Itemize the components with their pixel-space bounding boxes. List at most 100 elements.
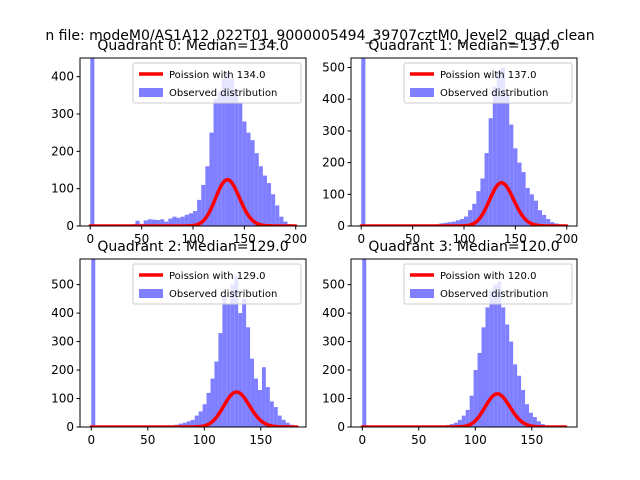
quadrant-2-legend-observed-label: Observed distribution — [169, 289, 277, 300]
quadrant-3-ytick-label-5: 500 — [322, 278, 345, 292]
quadrant-1-bar-24 — [517, 162, 522, 226]
quadrant-0-bar-12 — [172, 216, 177, 226]
quadrant-0-plot-area — [88, 58, 298, 226]
quadrant-0-bar-30 — [246, 132, 251, 226]
quadrant-0-bar-34 — [262, 175, 267, 226]
quadrant-3-xtick-label-2: 100 — [464, 433, 487, 447]
quadrant-2-bar-8 — [186, 421, 191, 427]
quadrant-3-bar-8 — [457, 419, 462, 427]
quadrant-1-xtick-label-2: 100 — [453, 232, 476, 246]
quadrant-1-bar-23 — [513, 148, 518, 226]
quadrant-3-bar-20 — [505, 324, 510, 427]
quadrant-0-ytick-label-4: 400 — [51, 70, 74, 84]
quadrant-3-bar-15 — [485, 307, 490, 427]
quadrant-3-bar-13 — [477, 352, 482, 427]
quadrant-1-bar-19 — [496, 70, 501, 226]
quadrant-3-bar-28 — [536, 421, 541, 427]
quadrant-3-bar-23 — [517, 375, 522, 427]
quadrant-1-ytick-label-1: 100 — [322, 187, 345, 201]
quadrant-2-ytick-label-3: 300 — [51, 335, 74, 349]
quadrant-2-bar-20 — [234, 276, 239, 427]
quadrant-2-xtick-label-1: 50 — [140, 433, 155, 447]
quadrant-2-bar-9 — [190, 419, 195, 427]
quadrant-1-xtick-label-4: 200 — [555, 232, 578, 246]
quadrant-1-bar-20 — [500, 67, 506, 226]
quadrant-2-bar-21 — [238, 313, 243, 427]
quadrant-3-ytick-label-4: 400 — [322, 306, 345, 320]
quadrant-0-bar-13 — [176, 217, 181, 226]
quadrant-2-axes-frame — [79, 258, 307, 428]
quadrant-1-bar-18 — [492, 86, 497, 226]
quadrant-2-bar-23 — [246, 327, 251, 427]
quadrant-2-bar-18 — [226, 304, 231, 427]
quadrant-1-bar-17 — [488, 118, 493, 226]
quadrant-2-panel: 0 50 100 150 0 100 200 300 400 500 Quadrant 2: Med… — [51, 239, 307, 447]
quadrant-1-xtick-label-1: 50 — [405, 232, 420, 246]
quadrant-2-legend-box — [132, 263, 302, 305]
quadrant-1-bar-0 — [361, 58, 366, 226]
quadrant-2-bar-24 — [250, 358, 255, 427]
quadrant-0-bar-32 — [254, 153, 259, 226]
quadrant-3-bar-11 — [469, 395, 474, 427]
quadrant-1-ytick-label-5: 500 — [322, 61, 345, 75]
quadrant-3-bar-12 — [473, 370, 478, 427]
quadrant-1-bar-30 — [542, 214, 547, 226]
quadrant-3-bar-7 — [453, 422, 458, 427]
quadrant-3-bar-26 — [528, 412, 533, 427]
quadrant-1-legend-poisson-label: Poission with 137.0 — [440, 70, 536, 81]
quadrant-0-legend-box — [132, 62, 302, 104]
quadrant-3-bar-14 — [481, 327, 486, 427]
quadrant-2-bar-28 — [265, 387, 270, 427]
quadrant-3-bar-22 — [513, 364, 518, 427]
quadrant-0-legend-observed-label: Observed distribution — [169, 88, 277, 99]
quadrant-1-bar-21 — [505, 92, 510, 226]
quadrant-3-bar-19 — [501, 307, 506, 427]
quadrant-1-bar-15 — [480, 178, 485, 226]
quadrant-0-xtick-label-1: 50 — [134, 232, 149, 246]
quadrant-0-bar-24 — [221, 78, 226, 226]
quadrant-0-bar-21 — [209, 132, 214, 226]
quadrant-2-bar-10 — [194, 415, 199, 427]
quadrant-3-legend-observed-label: Observed distribution — [440, 289, 548, 300]
quadrant-3-legend-box — [403, 263, 573, 305]
quadrant-1-bar-14 — [476, 191, 481, 226]
quadrant-0-xtick-label-3: 150 — [233, 232, 256, 246]
quadrant-0-legend: Poission with 134.0 Observed distribution — [132, 62, 302, 104]
quadrant-0-bar-38 — [279, 216, 284, 226]
quadrant-0-bar-28 — [238, 102, 243, 226]
quadrant-1-bar-7 — [447, 222, 452, 226]
figure-suptitle: n file: modeM0/AS1A12_022T01_9000005494_… — [45, 28, 594, 44]
quadrant-1-bar-31 — [546, 219, 551, 226]
quadrant-2-xtick-label-2: 100 — [193, 433, 216, 447]
quadrant-0-bar-0 — [90, 58, 95, 226]
quadrant-3-bar-0 — [362, 259, 367, 427]
quadrant-2-bar-11 — [198, 411, 203, 427]
quadrant-1-ytick-label-4: 400 — [322, 92, 345, 106]
quadrant-1-legend-observed-swatch — [410, 88, 434, 97]
quadrant-0-bar-25 — [225, 72, 230, 226]
quadrant-3-bar-27 — [532, 417, 537, 427]
quadrant-3-bar-21 — [509, 341, 514, 427]
quadrant-2-ytick-label-5: 500 — [51, 278, 74, 292]
quadrant-0-bar-35 — [266, 183, 272, 226]
quadrant-0-bar-18 — [197, 199, 202, 226]
quadrant-3-xtick-label-0: 0 — [358, 433, 366, 447]
quadrant-0-bar-15 — [184, 214, 189, 226]
quadrant-1-bar-28 — [533, 200, 538, 226]
quadrant-3-bar-24 — [521, 389, 526, 427]
quadrant-2-bar-17 — [222, 296, 227, 427]
quadrant-0-bar-37 — [275, 205, 280, 226]
quadrant-1-legend-observed-label: Observed distribution — [440, 88, 548, 99]
quadrant-2-ytick-label-0: 0 — [66, 420, 74, 434]
quadrant-3-xtick-label-1: 50 — [411, 433, 426, 447]
quadrant-3-plot-area — [360, 259, 568, 427]
quadrant-0-panel: 0 50 100 150 200 0 100 200 300 400 Quadrant 0: Med… — [51, 38, 307, 246]
quadrant-3-ytick-label-1: 100 — [322, 392, 345, 406]
quadrant-2-bar-32 — [281, 419, 286, 427]
quadrant-3-bar-9 — [461, 415, 466, 427]
quadrant-0-xtick-label-2: 100 — [182, 232, 205, 246]
quadrant-0-bar-23 — [217, 91, 222, 226]
quadrant-2-bar-12 — [202, 404, 207, 427]
quadrant-0-ytick-label-0: 0 — [66, 219, 74, 233]
quadrant-1-bar-8 — [451, 221, 456, 226]
